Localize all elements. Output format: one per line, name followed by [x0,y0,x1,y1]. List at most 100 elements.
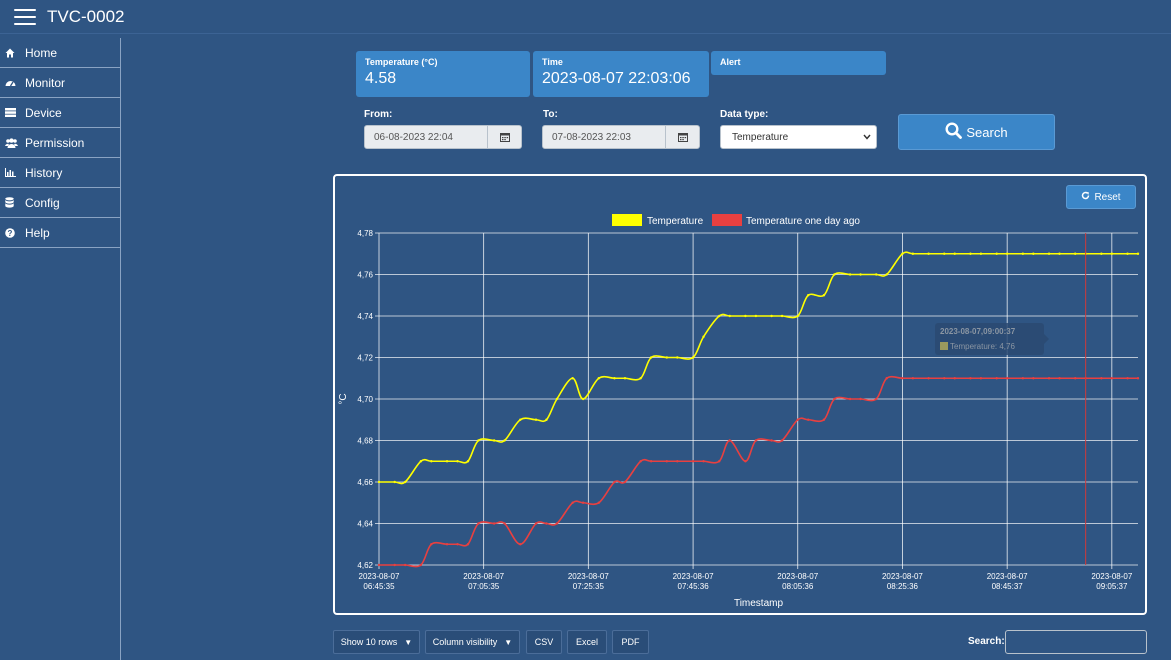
data-type-value: Temperature [732,131,789,143]
calendar-icon[interactable] [665,126,699,148]
reset-zoom-button[interactable]: Reset [1066,185,1136,209]
series-line-previous-day [378,375,1138,568]
data-point [833,273,836,276]
data-point [943,377,946,380]
data-point [691,460,695,463]
data-point [1126,252,1129,255]
data-point [639,377,642,380]
data-point [597,501,600,504]
data-type-select[interactable]: Temperature [720,125,877,149]
sidebar-item-config[interactable]: Config [0,188,120,218]
reset-button-label: Reset [1094,191,1121,203]
search-button[interactable]: Search [898,114,1055,150]
data-point [613,480,616,484]
data-point [875,273,878,276]
data-point [1021,252,1025,255]
data-point [969,377,972,380]
x-tick-label: 2023-08-07 [777,572,818,581]
data-point [744,460,747,463]
x-tick-label: 2023-08-07 [987,572,1028,581]
sidebar-item-help[interactable]: ? Help [0,218,120,248]
data-point [419,563,423,567]
calendar-icon[interactable] [487,126,521,148]
tooltip-title: 2023-08-07,09:00:37 [940,327,1016,336]
temperature-card: Temperature (°C) 4.58 [356,51,530,97]
data-type-label: Data type: [720,109,769,120]
table-search-input[interactable] [1005,630,1147,654]
data-point [770,439,773,442]
data-point [953,252,956,255]
csv-button[interactable]: CSV [526,630,562,654]
data-point [639,460,642,463]
data-point [1136,377,1140,380]
dashboard-icon [5,78,21,88]
sidebar-item-permission[interactable]: Permission [0,128,120,158]
y-axis-title: °C [338,393,349,404]
from-date-value: 06-08-2023 22:04 [374,131,453,143]
data-point [649,356,653,359]
data-point [649,460,653,463]
data-point [911,377,915,380]
tooltip-swatch [940,342,948,350]
search-button-label: Search [966,124,1008,140]
sidebar: Home Monitor Device Permission History C… [0,38,121,660]
time-card: Time 2023-08-07 22:03:06 [533,51,709,97]
caret-down-icon: ▼ [404,637,413,647]
data-point [1005,377,1009,380]
data-point [754,314,758,318]
data-point [1100,252,1103,255]
data-point [430,460,433,463]
x-tick-label: 2023-08-07 [1091,572,1132,581]
show-rows-button[interactable]: Show 10 rows ▼ [333,630,420,654]
data-point [676,460,679,463]
data-point [1032,377,1035,380]
y-tick-label: 4,62 [357,561,373,570]
data-point [393,480,396,484]
legend-label: Temperature one day ago [746,216,860,227]
sidebar-item-label: Config [25,195,60,210]
chevron-down-icon [863,132,871,142]
data-point [728,439,731,442]
data-point [1074,377,1077,380]
x-tick-label: 2023-08-07 [882,572,923,581]
y-tick-label: 4,72 [357,354,373,363]
table-search-label: Search: [968,636,1005,647]
data-point [885,377,888,380]
x-tick-label: 2023-08-07 [359,572,400,581]
to-date-input[interactable]: 07-08-2023 22:03 [542,125,700,149]
pdf-button[interactable]: PDF [612,630,649,654]
data-point [377,563,381,567]
data-point [430,543,433,546]
data-point [848,273,852,276]
x-tick-label: 08:05:36 [782,582,814,591]
x-tick-label: 2023-08-07 [568,572,609,581]
temperature-card-value: 4.58 [365,70,397,87]
from-date-input[interactable]: 06-08-2023 22:04 [364,125,522,149]
data-point [927,377,930,380]
sidebar-item-home[interactable]: Home [0,38,120,68]
column-visibility-button[interactable]: Column visibility ▼ [425,630,520,654]
data-point [1110,377,1114,380]
excel-button[interactable]: Excel [567,630,607,654]
data-point [665,356,669,359]
data-point [875,397,878,401]
data-point [1100,377,1103,380]
x-tick-label: 07:45:36 [678,582,710,591]
data-point [1032,252,1035,255]
data-point [995,252,998,255]
show-rows-label: Show 10 rows [340,637,398,647]
data-point [445,543,449,546]
data-point [943,252,946,255]
sidebar-item-device[interactable]: Device [0,98,120,128]
search-icon [945,122,963,142]
data-point [445,460,449,463]
data-point [1047,377,1051,380]
sidebar-item-monitor[interactable]: Monitor [0,68,120,98]
data-point [545,418,548,421]
menu-icon[interactable] [14,9,36,25]
data-point [911,252,915,255]
sidebar-item-history[interactable]: History [0,158,120,188]
data-point [718,314,721,318]
x-tick-label: 09:05:37 [1096,582,1128,591]
